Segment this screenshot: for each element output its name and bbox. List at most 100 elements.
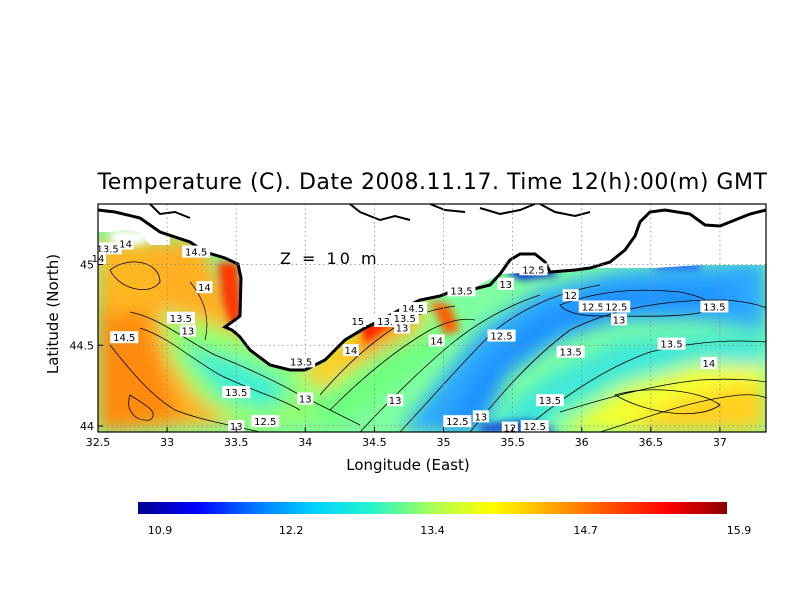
contour-label: 14.5 <box>182 245 211 259</box>
x-tick-label: 32.5 <box>86 436 111 449</box>
contour-label: 13.5 <box>287 355 316 368</box>
contour-label: 13.5 <box>390 311 419 325</box>
contour-label-bg <box>611 313 628 326</box>
contour-label: 13.5 <box>447 284 476 297</box>
contour-label-text: 12.5 <box>254 417 276 428</box>
contour-label: 13 <box>297 392 314 406</box>
y-tick-label: 44.5 <box>70 339 95 352</box>
contour-label: 12.5 <box>602 300 631 313</box>
contour-label-bg <box>251 415 280 428</box>
contour-label-text: 13.5 <box>97 244 119 255</box>
contour-label-bg <box>394 321 411 334</box>
contour-label-bg <box>117 237 134 250</box>
contour-label-bg <box>519 263 548 276</box>
contour-label: 13 <box>387 394 404 407</box>
contour-label: 12.5 <box>578 300 607 313</box>
colorbar-tick-label: 15.9 <box>727 524 752 537</box>
contour-label-text: 13 <box>499 280 512 291</box>
contour-label: 12.5 <box>251 415 280 428</box>
contour-label-text: 13.5 <box>450 286 472 297</box>
colorbar-ticks: 10.9 12.2 13.4 14.7 15.9 <box>148 524 752 537</box>
plot-frame <box>97 203 767 433</box>
contour-label: 14 <box>196 281 213 294</box>
contour-label: 13.5 <box>222 386 251 399</box>
contour-label-bg <box>297 392 314 405</box>
y-axis: 44 44.5 45 <box>70 259 103 433</box>
contour-label-bg <box>179 324 196 337</box>
contour-label-bg <box>700 300 729 313</box>
contour-label-bg <box>390 311 419 324</box>
contour-label-bg <box>578 300 607 313</box>
contour-label-bg <box>166 311 195 324</box>
contour-label-bg <box>472 410 489 423</box>
contour-label-bg <box>182 245 211 258</box>
contour-label: 13.5 <box>700 300 729 313</box>
contour-label: 13.5 <box>166 311 195 325</box>
contour-label-text: 14 <box>430 336 443 347</box>
contour-label-text: 14.5 <box>113 333 135 344</box>
contour-label-bg <box>520 420 549 432</box>
contour-label-text: 14 <box>119 240 132 251</box>
contour-label-text: 13.5 <box>703 302 725 313</box>
x-tick-label: 37 <box>713 436 727 449</box>
contour-label: 13 <box>611 313 628 326</box>
contour-label-text: 13.5 <box>225 388 247 399</box>
contour-label-text: 12.5 <box>582 302 604 313</box>
x-axis: 32.5 33 33.5 34 34.5 35 35.5 36 36.5 37 <box>86 427 727 449</box>
y-tick-label: 44 <box>80 420 94 433</box>
contour-labels: 13.5 141414.51413.51314.513.513.51312.513… <box>90 237 729 435</box>
colorbar-tick-label: 13.4 <box>420 524 445 537</box>
contour-label: 12 <box>562 289 579 302</box>
contour-label: 13.5 <box>657 337 686 351</box>
y-tick-label: 45 <box>80 259 94 272</box>
contour-label: 14 <box>428 334 445 347</box>
contour-label-bg <box>700 357 717 370</box>
contour-label-bg <box>602 300 631 313</box>
contour-label-bg <box>399 302 428 315</box>
contour-label-text: 13.5 <box>660 340 682 351</box>
contour-label: 13 <box>497 277 514 291</box>
contour-label-text: 13.5 <box>377 317 399 328</box>
contour-label-text: 13.5 <box>539 396 561 407</box>
contour-label: 15 <box>349 315 366 328</box>
contour-label-text: 13 <box>389 396 402 407</box>
contour-label-bg <box>110 331 139 344</box>
contour-label-text: 12.5 <box>605 302 627 313</box>
contour-label-bg <box>428 334 445 347</box>
contour-label-text: 15 <box>351 317 364 328</box>
contour-label-bg <box>349 315 366 328</box>
contour-label-text: 12.5 <box>490 332 512 343</box>
chart-title: Temperature (C). Date 2008.11.17. Time 1… <box>97 170 768 195</box>
temperature-field <box>98 204 766 432</box>
contour-label-bg <box>196 281 213 294</box>
contour-label: 14 <box>700 357 717 370</box>
x-tick-label: 34.5 <box>362 436 387 449</box>
colorbar-tick-label: 12.2 <box>279 524 304 537</box>
y-axis-title: Latitude (North) <box>44 254 62 374</box>
contour-label: 12.5 <box>519 263 548 276</box>
x-tick-label: 35.5 <box>500 436 525 449</box>
contour-label-text: 14.5 <box>402 304 424 315</box>
contour-label-bg <box>287 355 316 368</box>
contour-label: 12 <box>501 421 518 435</box>
contour-label-bg <box>443 415 472 428</box>
depth-label: Z = 10 m <box>280 249 380 268</box>
contour-label: 12.5 <box>487 329 516 343</box>
contour-label-bg <box>562 289 579 302</box>
contour-label-bg <box>501 421 518 434</box>
contour-label-text: 13.5 <box>560 348 582 359</box>
contour-label: 12.5 <box>520 420 549 433</box>
coastline <box>97 208 767 372</box>
contour-label-bg <box>487 329 516 342</box>
contour-label-text: 12 <box>503 424 516 435</box>
contour-label-text: 14 <box>198 283 211 294</box>
contour-label-text: 14 <box>702 359 715 370</box>
contour-label: 13 <box>179 324 196 338</box>
x-tick-label: 36.5 <box>639 436 664 449</box>
contour-label-bg <box>657 337 686 350</box>
contour-label: 14 <box>117 237 134 251</box>
contour-label-bg <box>387 394 404 407</box>
contour-label-text: 13 <box>181 327 194 338</box>
contour-label-bg <box>222 386 251 399</box>
